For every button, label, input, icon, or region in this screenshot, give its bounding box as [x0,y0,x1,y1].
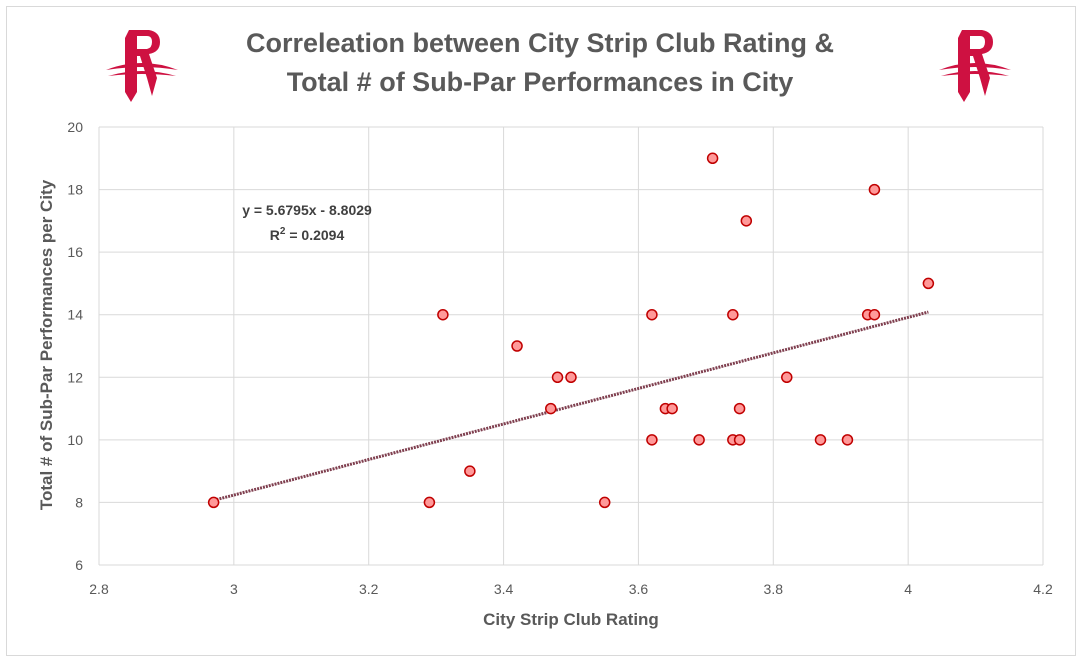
x-tick-label: 4.2 [1033,581,1053,597]
data-point [733,434,746,446]
x-tick-label: 3.2 [359,581,379,597]
data-point [437,308,449,321]
data-point [646,308,658,321]
x-tick-label: 3.6 [629,581,649,597]
y-tick-label: 6 [75,557,83,573]
data-point [727,308,739,321]
data-point [868,308,881,321]
data-point [423,496,436,509]
y-tick-label: 18 [67,182,83,198]
data-point [868,183,881,196]
data-point [814,434,827,446]
y-tick-label: 12 [67,369,83,385]
x-tick-labels: 2.8 3 3.2 3.4 3.6 3.8 4 4.2 [89,581,1053,597]
y-axis-title: Total # of Sub-Par Performances per City [37,179,56,510]
y-tick-label: 20 [67,119,83,135]
data-point [464,465,476,477]
chart-frame [6,6,1076,656]
rockets-logo-right [939,30,1011,102]
gridlines [98,126,1044,566]
data-point [666,402,678,415]
data-point [551,371,564,384]
data-point [693,434,705,446]
rockets-logo-left [106,30,178,102]
data-point [733,402,746,415]
y-tick-label: 8 [75,494,83,510]
data-point [565,371,577,384]
data-point [922,277,935,290]
trendline-r-squared: R2 = 0.2094 [270,226,345,243]
y-tick-label: 16 [67,244,83,260]
data-point [207,496,220,509]
chart-title-line-2: Total # of Sub-Par Performances in City [286,67,794,97]
data-point [511,340,523,352]
trendline-path [213,310,929,502]
data-point [706,152,719,165]
x-tick-label: 3.8 [764,581,784,597]
y-tick-labels: 6 8 10 12 14 16 18 20 [67,119,83,573]
chart-title-line-1: Correleation between City Strip Club Rat… [245,28,835,58]
data-point [646,434,658,446]
x-tick-label: 3.4 [494,581,514,597]
data-point [545,402,557,415]
x-axis-title: City Strip Club Rating [483,610,659,629]
y-tick-label: 10 [67,432,83,448]
data-point [781,371,793,384]
data-point [740,215,753,227]
x-tick-label: 3 [230,581,238,597]
data-point [841,434,854,446]
y-tick-label: 14 [67,307,83,323]
trendline-equation: y = 5.6795x - 8.8029 [242,202,372,218]
trendline [213,310,929,502]
data-points [207,152,935,509]
x-tick-label: 2.8 [89,581,109,597]
x-tick-label: 4 [904,581,912,597]
data-point [598,496,611,509]
